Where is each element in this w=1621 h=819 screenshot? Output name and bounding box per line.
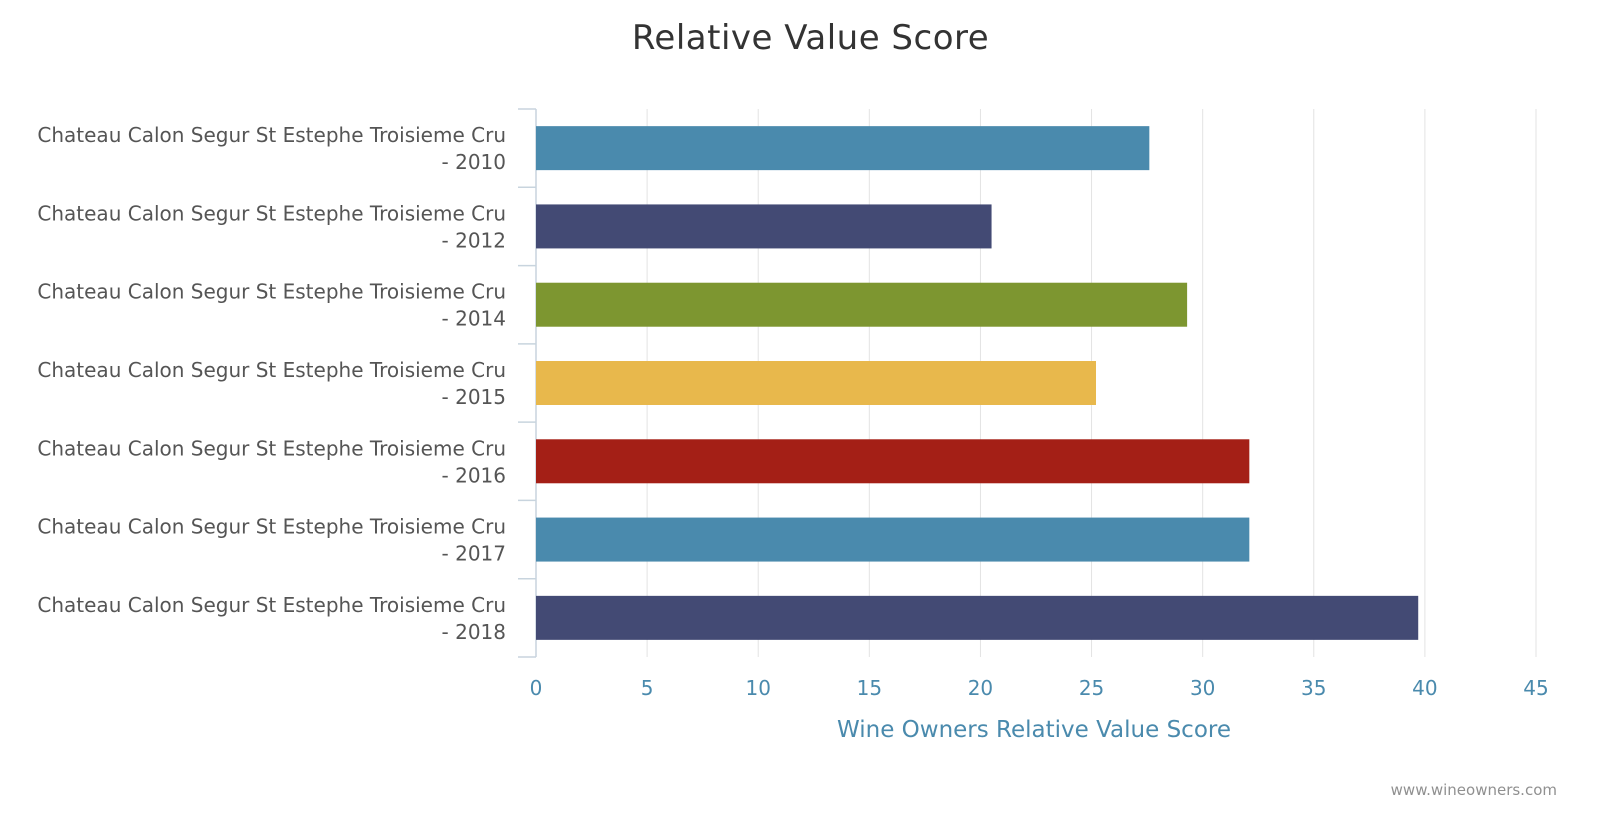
bar (536, 282, 1188, 327)
category-label: Chateau Calon Segur St Estephe Troisieme… (37, 593, 506, 644)
x-tick-label: 10 (745, 676, 770, 700)
category-label-line: - 2015 (442, 385, 506, 409)
x-tick-label: 5 (641, 676, 654, 700)
bar (536, 517, 1250, 562)
category-label: Chateau Calon Segur St Estephe Troisieme… (37, 358, 506, 409)
category-label-line: - 2018 (442, 620, 506, 644)
x-tick-label: 30 (1190, 676, 1215, 700)
category-label-line: - 2017 (442, 542, 506, 566)
category-label-line: - 2016 (442, 463, 506, 487)
category-label: Chateau Calon Segur St Estephe Troisieme… (37, 201, 506, 252)
x-axis-title: Wine Owners Relative Value Score (837, 717, 1231, 743)
category-label: Chateau Calon Segur St Estephe Troisieme… (37, 436, 506, 487)
x-tick-label: 40 (1412, 676, 1437, 700)
bars (536, 126, 1419, 640)
x-tick-label: 25 (1079, 676, 1104, 700)
value-axis-ticks: 0 5 10 15 20 25 30 35 40 45 (530, 676, 1549, 700)
category-label: Chateau Calon Segur St Estephe Troisieme… (37, 280, 506, 331)
bar (536, 595, 1419, 640)
category-label-line: Chateau Calon Segur St Estephe Troisieme… (37, 515, 506, 539)
category-label-line: - 2012 (442, 228, 506, 252)
x-tick-label: 45 (1523, 676, 1548, 700)
category-label-line: Chateau Calon Segur St Estephe Troisieme… (37, 123, 506, 147)
category-label-line: Chateau Calon Segur St Estephe Troisieme… (37, 201, 506, 225)
category-label-line: Chateau Calon Segur St Estephe Troisieme… (37, 280, 506, 304)
category-label: Chateau Calon Segur St Estephe Troisieme… (37, 515, 506, 566)
category-label-line: Chateau Calon Segur St Estephe Troisieme… (37, 358, 506, 382)
x-tick-label: 20 (968, 676, 993, 700)
bar (536, 439, 1250, 484)
chart-title: Relative Value Score (631, 18, 990, 58)
category-label-line: - 2010 (442, 150, 506, 174)
category-axis (518, 108, 537, 658)
category-labels: Chateau Calon Segur St Estephe Troisieme… (37, 123, 506, 644)
category-label: Chateau Calon Segur St Estephe Troisieme… (37, 123, 506, 174)
bar (536, 204, 992, 249)
category-label-line: Chateau Calon Segur St Estephe Troisieme… (37, 436, 506, 460)
x-tick-label: 0 (530, 676, 543, 700)
credit-link[interactable]: www.wineowners.com (1390, 781, 1557, 799)
x-tick-label: 35 (1301, 676, 1326, 700)
x-tick-label: 15 (857, 676, 882, 700)
category-label-line: - 2014 (442, 307, 506, 331)
bar (536, 361, 1096, 405)
bar (536, 126, 1150, 171)
category-label-line: Chateau Calon Segur St Estephe Troisieme… (37, 593, 506, 617)
